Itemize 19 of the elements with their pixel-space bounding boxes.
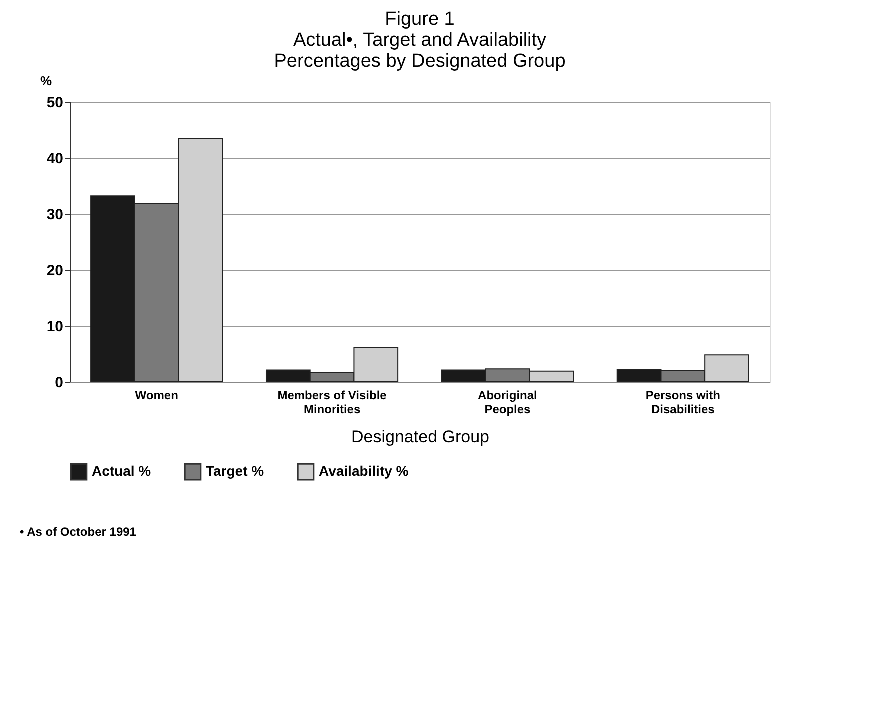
text: Actual•, Target and Availability [293,30,547,51]
y-tick-label: 40 [46,150,64,168]
x-tick-label: Members of Visible Minorities [278,388,388,416]
y-tick-label: 50 [46,94,64,112]
text: Figure 1 [385,9,455,30]
y-tick-label: 10 [46,318,64,336]
text: Percentages by Designated Group [274,51,566,72]
text: • As of October 1991 [20,525,137,539]
x-tick-label: Persons with Disabilities [646,388,720,416]
y-axis-title: % [40,74,52,88]
legend-label: Target % [206,463,265,480]
x-axis-title: Designated Group [352,428,490,446]
x-tick-label: Aboriginal Peoples [478,388,538,416]
legend-label: Availability % [319,463,410,480]
x-tick-label: Women [135,388,178,402]
y-tick-label: 0 [55,374,64,392]
legend-label: Actual % [92,463,152,480]
y-tick-label: 30 [46,206,64,224]
y-tick-label: 20 [46,262,64,280]
